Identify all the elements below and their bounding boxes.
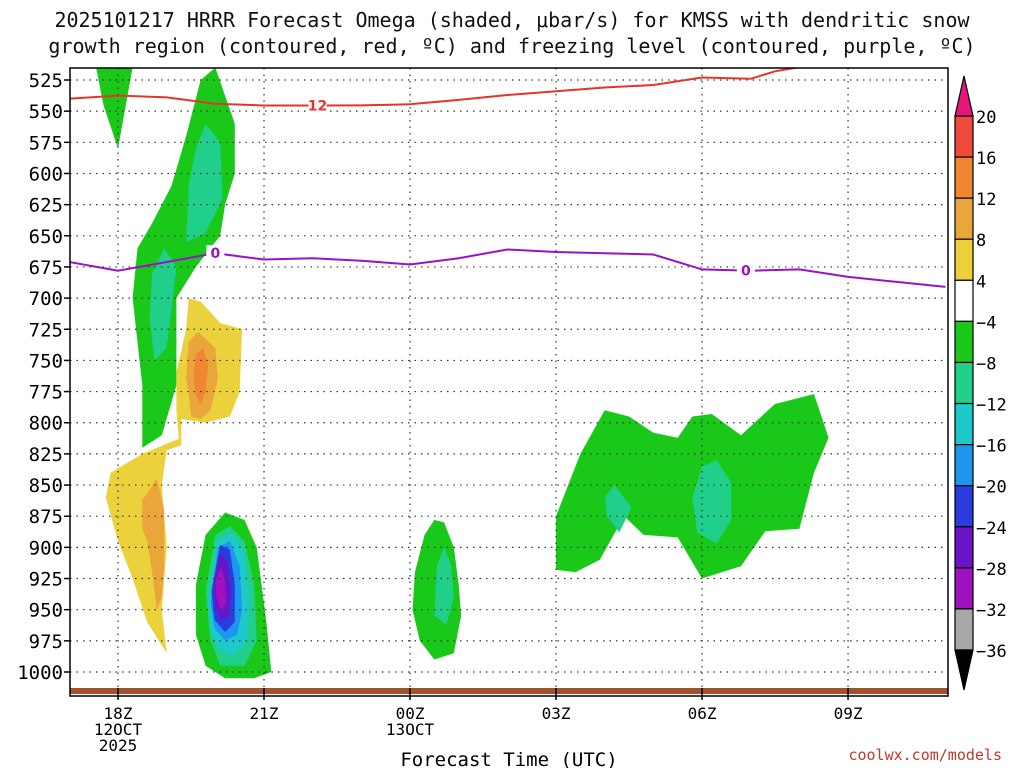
y-tick-label-750: 750 [29,350,63,372]
y-tick-label-975: 975 [29,631,63,653]
x-tick-label-9-0: 03Z [542,704,571,723]
freezing-level-contour-line [70,248,946,288]
colorbar-label-5: −4 [976,313,996,333]
dgz-contour-line [70,68,801,107]
colorbar-label-1: 16 [976,149,996,169]
omega-region-green-4 [556,394,829,579]
colorbar-bin-5 [954,279,974,322]
colorbar-label-10: −24 [976,519,1007,539]
colorbar-label-6: −8 [976,354,996,374]
colorbar-bin-9 [954,444,974,487]
y-tick-label-625: 625 [29,195,63,217]
y-tick-label-600: 600 [29,163,63,185]
colorbar-bin-1 [954,115,974,158]
colorbar-bin-2 [954,156,974,199]
colorbar-bin-8 [954,402,974,446]
y-axis: 525 550 575 600 625 650 675 700 725 750 775 800 825 8… [17,70,70,684]
colorbar-bin-12 [954,567,974,610]
colorbar-bin-11 [954,526,974,569]
chart-title-line-2: growth region (contoured, red, ºC) and f… [48,34,976,58]
freezing-contour-label-0: 0 [210,246,220,262]
colorbar-label-0: 20 [976,108,996,128]
colorbar-label-11: −28 [976,560,1007,580]
y-tick-label-875: 875 [29,506,63,528]
y-tick-label-775: 775 [29,382,63,404]
freezing-contour-label-1-bg [736,262,755,278]
colorbar-bin-13 [954,608,974,651]
x-tick-label-12-0: 06Z [688,704,717,723]
omega-region-purple-0 [215,566,226,610]
omega-region-teal-1 [149,248,177,361]
colorbar-label-3: 8 [976,231,986,251]
colorbar-bin-10 [954,485,974,528]
dgz-contour-label-bg [308,97,327,113]
freezing-contour-label-0-bg [206,245,225,261]
colorbar-bin-6 [954,320,974,364]
chart-title-line-1: 2025101217 HRRR Forecast Omega (shaded, … [54,8,970,32]
colorbar-label-7: −12 [976,396,1007,416]
freezing-contour-label-1: 0 [741,264,751,280]
y-tick-label-525: 525 [29,70,63,92]
colorbar-bin-3 [954,197,974,240]
omega-region-orange-0 [193,348,208,404]
omega-shading [96,68,829,679]
x-tick-label-3-0: 21Z [250,704,279,723]
y-tick-label-925: 925 [29,569,63,591]
y-tick-label-825: 825 [29,444,63,466]
contour-lines: 12 0 0 [70,68,946,288]
colorbar-label-4: 4 [976,272,986,292]
y-tick-label-725: 725 [29,319,63,341]
y-tick-label-575: 575 [29,132,63,154]
y-tick-label-550: 550 [29,101,63,123]
omega-region-light-orange-1 [142,478,165,610]
x-axis-label: Forecast Time (UTC) [400,749,617,768]
y-tick-label-900: 900 [29,537,63,559]
x-tick-label-6-1: 13OCT [386,720,435,739]
y-tick-label-700: 700 [29,288,63,310]
x-tick-label-0-0: 18Z [104,704,133,723]
x-tick-label-6-0: 00Z [396,704,425,723]
colorbar: 20 16 12 8 4 −4 −8 −12 −16 −20 −24 −28 −32 −36 [954,75,1007,691]
y-tick-label-850: 850 [29,475,63,497]
y-tick-label-675: 675 [29,257,63,279]
colorbar-bin-7 [954,361,974,405]
colorbar-label-13: −36 [976,642,1007,662]
y-tick-label-800: 800 [29,413,63,435]
omega-region-green-0 [96,68,133,149]
x-tick-label-15-0: 09Z [834,704,863,723]
ground-surface-bar [70,688,948,694]
x-tick-label-0-1: 12OCT [94,720,143,739]
colorbar-label-2: 12 [976,190,996,210]
colorbar-label-8: −16 [976,437,1007,457]
colorbar-bin-0 [954,75,974,117]
omega-region-teal-0 [186,123,223,242]
colorbar-label-12: −32 [976,601,1007,621]
x-tick-label-0-2: 2025 [99,736,138,755]
dgz-contour-label: 12 [308,99,327,115]
colorbar-label-9: −20 [976,478,1007,498]
omega-region-teal-4 [604,485,632,533]
y-tick-label-950: 950 [29,600,63,622]
credit-text: coolwx.com/models [848,746,1002,764]
y-tick-label-1000: 1000 [17,662,63,684]
omega-region-teal-3 [434,547,454,625]
colorbar-bin-14 [954,649,974,691]
omega-region-teal-5 [692,460,732,544]
plot-frame [69,67,949,697]
y-tick-label-650: 650 [29,226,63,248]
colorbar-bin-4 [954,238,974,281]
